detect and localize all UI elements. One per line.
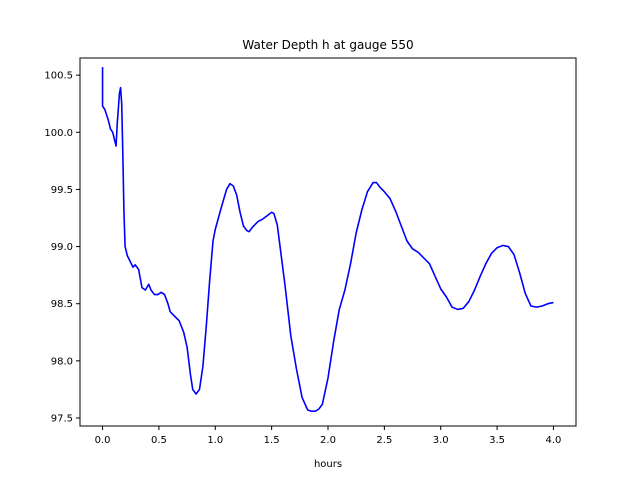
y-axis: 97.5 98.0 98.5 99.0 99.5 100.0 100.5 xyxy=(44,71,80,425)
y-tick-label: 99.0 xyxy=(51,242,73,253)
chart-title: Water Depth h at gauge 550 xyxy=(242,38,413,52)
y-tick-label: 100.0 xyxy=(44,128,73,139)
plot-area xyxy=(101,67,554,412)
x-tick-label: 2.0 xyxy=(320,435,336,446)
y-tick-label: 99.5 xyxy=(51,185,73,196)
x-tick-label: 4.0 xyxy=(546,435,562,446)
x-axis-label: hours xyxy=(314,459,342,470)
x-tick-label: 1.0 xyxy=(207,435,223,446)
x-tick-label: 1.5 xyxy=(264,435,280,446)
y-tick-label: 98.0 xyxy=(51,356,73,367)
series-line-0 xyxy=(101,67,554,412)
y-tick-label: 98.5 xyxy=(51,299,73,310)
y-tick-label: 97.5 xyxy=(51,414,73,425)
x-tick-label: 3.5 xyxy=(489,435,505,446)
y-tick-label: 100.5 xyxy=(44,71,73,82)
x-tick-label: 0.0 xyxy=(95,435,111,446)
x-tick-label: 2.5 xyxy=(376,435,392,446)
x-tick-label: 0.5 xyxy=(151,435,167,446)
x-axis: 0.0 0.5 1.0 1.5 2.0 2.5 3.0 3.5 4.0 xyxy=(95,426,562,446)
x-tick-label: 3.0 xyxy=(433,435,449,446)
